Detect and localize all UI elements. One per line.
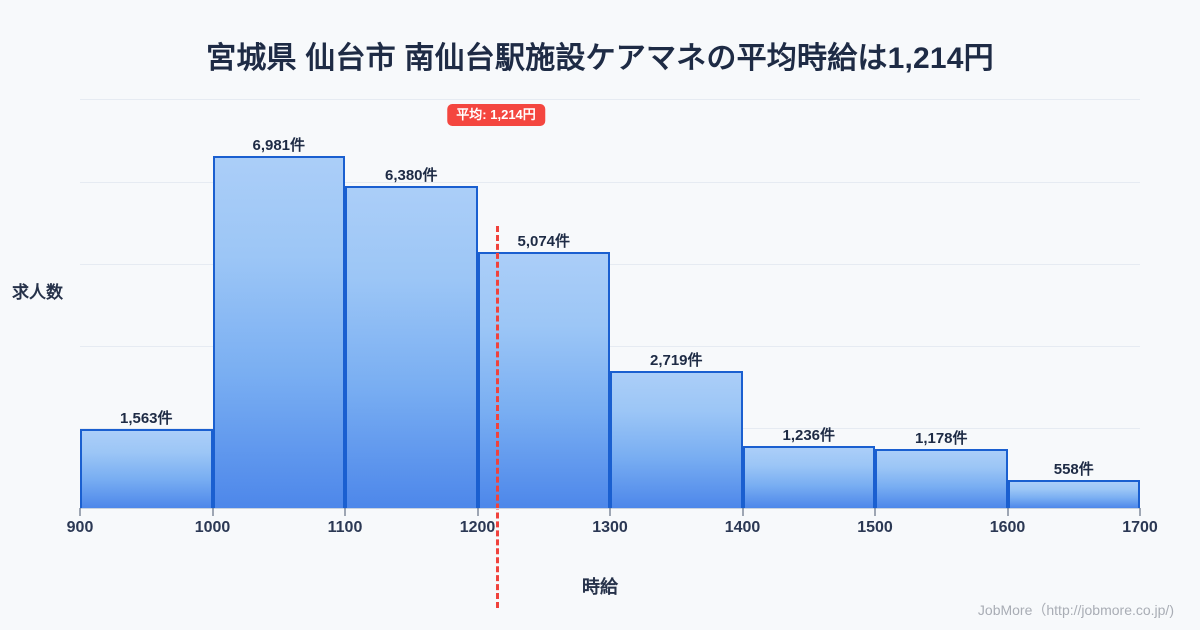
footer-credit: JobMore（http://jobmore.co.jp/) [977,602,1174,618]
x-axis-tick-label: 1400 [724,519,761,536]
bar-value-label: 558件 [1053,460,1094,478]
x-axis-tick-label: 900 [66,519,94,536]
gridline [80,346,1140,347]
histogram-bar [80,429,213,508]
x-axis-tick-mark [742,508,743,516]
x-axis-tick-mark [212,508,213,516]
gridline [80,99,1140,100]
x-axis-tick-label: 1600 [989,519,1026,536]
chart-title: 宮城県 仙台市 南仙台駅施設ケアマネの平均時給は1,214円 [206,42,994,75]
bar-value-label: 1,563件 [119,410,173,428]
gridline [80,264,1140,265]
histogram-bar [1007,479,1140,508]
average-line [496,226,500,608]
x-axis-tick-mark [874,508,876,516]
average-badge: 平均: 1,214円 [447,104,545,126]
x-axis-tick-mark [1007,508,1008,516]
histogram-bar [212,155,345,508]
histogram-bar [875,448,1008,508]
bar-value-label: 1,178件 [914,429,968,447]
histogram-bar [345,185,478,508]
bar-value-label: 5,074件 [517,232,571,250]
bar-value-label: 6,981件 [252,136,306,154]
bar-value-label: 6,380件 [384,166,438,184]
plot-area [80,98,1140,608]
histogram-bar [477,251,610,508]
x-axis-tick-label: 1700 [1122,519,1158,536]
x-axis-tick-label: 1300 [592,519,628,536]
x-axis-tick-mark [344,508,346,516]
bar-value-label: 1,236件 [782,426,836,444]
bar-value-label: 2,719件 [649,351,703,369]
y-axis-title: 求人数 [12,283,63,302]
x-axis-tick-mark [609,508,611,516]
x-axis-tick-label: 1000 [194,519,231,536]
gridline [80,182,1140,183]
x-axis-tick-mark [1139,508,1141,516]
x-axis-tick-label: 1500 [857,519,893,536]
x-axis-tick-mark [477,508,478,516]
x-axis-tick-label: 1200 [459,519,496,536]
x-axis-tick-mark [79,508,81,516]
histogram-bar [610,370,743,508]
histogram-bar [742,445,875,508]
x-axis-tick-label: 1100 [327,519,363,536]
x-axis-title: 時給 [582,577,618,597]
